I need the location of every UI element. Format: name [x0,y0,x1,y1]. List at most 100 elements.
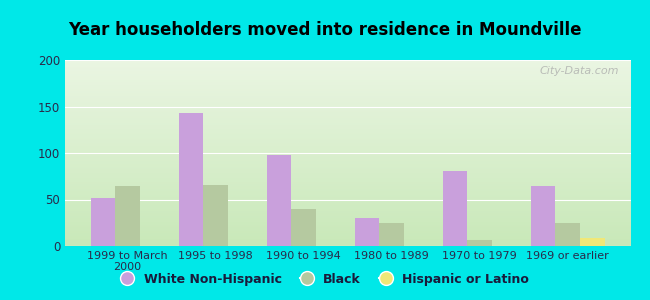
Bar [65,136,630,137]
Bar [65,188,630,189]
Bar [65,148,630,149]
Bar [65,85,630,86]
Bar [65,108,630,109]
Bar [65,94,630,95]
Bar [65,118,630,119]
Bar [65,234,630,235]
Bar [65,228,630,229]
Bar [65,220,630,221]
Bar [65,83,630,84]
Bar [65,230,630,231]
Bar [65,233,630,234]
Bar [65,88,630,89]
Bar [65,235,630,236]
Bar [65,151,630,152]
Bar [65,225,630,226]
Bar [65,195,630,196]
Bar [65,74,630,75]
Bar [65,107,630,108]
Bar [65,159,630,160]
Bar [65,236,630,237]
Bar [65,62,630,63]
Bar [65,149,630,150]
Bar [65,70,630,71]
Bar [65,196,630,197]
Bar [65,182,630,183]
Bar [65,118,630,119]
Bar [65,223,630,224]
Bar [203,184,228,246]
Bar [65,214,630,215]
Bar [65,67,630,68]
Bar [65,101,630,102]
Bar [65,174,630,175]
Bar [65,125,630,126]
Bar [65,63,630,64]
Bar [65,218,630,219]
Bar [65,138,630,139]
Bar [65,190,630,191]
Bar [65,208,630,209]
Bar [65,68,630,69]
Bar [65,179,630,180]
Bar [65,217,630,218]
Bar [65,98,630,99]
Bar [65,133,630,134]
Bar [65,160,630,161]
Bar [65,210,630,211]
Bar [65,173,630,174]
Bar [65,129,630,130]
Bar [65,86,630,87]
Bar [65,240,630,241]
Bar [65,238,630,239]
Bar [65,122,630,123]
Bar [65,243,630,244]
Legend: White Non-Hispanic, Black, Hispanic or Latino: White Non-Hispanic, Black, Hispanic or L… [116,268,534,291]
Bar [65,111,630,112]
Bar [65,166,630,167]
Bar [65,192,630,193]
Bar [65,137,630,138]
Bar [65,105,630,106]
Bar [65,211,630,212]
Bar [65,113,630,114]
Bar [65,157,630,158]
Bar [65,237,630,238]
Bar [65,206,630,207]
Bar [65,91,630,92]
Bar [65,95,630,96]
Bar [65,72,630,73]
Bar [65,154,630,155]
Bar [65,124,630,125]
Bar [65,87,630,88]
Bar [65,61,630,62]
Bar [65,198,630,199]
Bar [65,117,630,118]
Bar [65,97,630,98]
Bar [65,183,630,184]
Bar [65,100,630,101]
Bar [266,155,291,246]
Bar [65,123,630,124]
Bar [65,75,630,76]
Bar [65,81,630,82]
Text: Year householders moved into residence in Moundville: Year householders moved into residence i… [68,21,582,39]
Bar [531,185,556,246]
Bar [291,209,316,246]
Bar [65,139,630,140]
Bar [65,102,630,103]
Bar [65,181,630,182]
Bar [65,153,630,154]
Bar [65,160,630,161]
Bar [65,219,630,220]
Bar [65,145,630,146]
Bar [65,106,630,107]
Bar [65,215,630,216]
Bar [65,104,630,105]
Bar [65,226,630,227]
Bar [65,109,630,110]
Bar [355,218,380,246]
Bar [65,147,630,148]
Bar [65,167,630,168]
Bar [65,155,630,156]
